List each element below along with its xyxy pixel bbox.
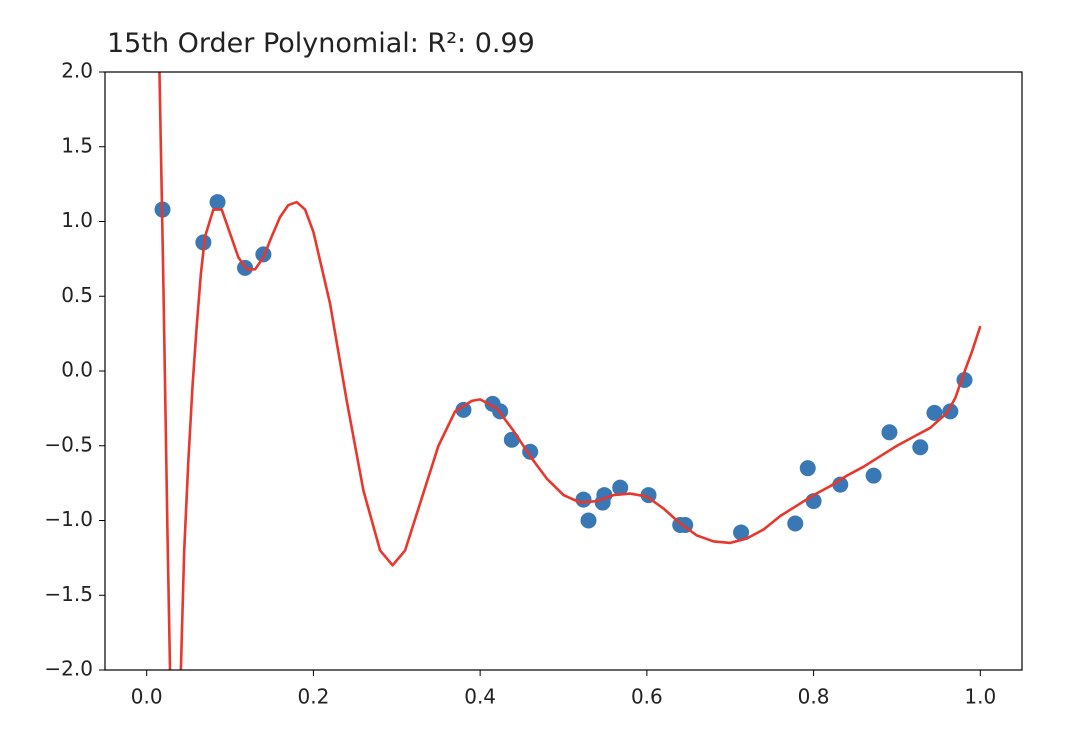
y-tick-label: 0.0: [61, 358, 93, 382]
scatter-point: [575, 491, 592, 508]
y-tick-label: 2.0: [61, 59, 93, 83]
scatter-point: [209, 194, 226, 211]
plot-area: [154, 72, 982, 670]
scatter-point: [733, 524, 750, 541]
x-tick-label: 0.8: [798, 685, 830, 709]
scatter-point: [881, 424, 898, 441]
y-tick-label: 1.0: [61, 208, 93, 232]
scatter-point: [912, 439, 929, 456]
scatter-point: [942, 403, 959, 420]
y-tick-label: 0.5: [61, 283, 93, 307]
y-tick-label: −2.0: [44, 657, 93, 681]
y-tick-label: 1.5: [61, 133, 93, 157]
x-tick-label: 0.4: [464, 685, 496, 709]
scatter-point: [455, 401, 472, 418]
scatter-point: [832, 476, 849, 493]
scatter-point: [926, 404, 943, 421]
scatter-point: [503, 431, 520, 448]
y-tick-label: −1.5: [44, 582, 93, 606]
x-tick-label: 0.2: [298, 685, 330, 709]
x-tick-label: 0.0: [131, 685, 163, 709]
scatter-point: [799, 460, 816, 477]
scatter-point: [522, 443, 539, 460]
scatter-point: [865, 467, 882, 484]
axes-frame: [104, 71, 1023, 671]
x-tick-label: 0.6: [631, 685, 663, 709]
y-tick-label: −1.0: [44, 507, 93, 531]
chart-title: 15th Order Polynomial: R²: 0.99: [107, 28, 535, 59]
fit-line: [158, 72, 982, 670]
x-tick-label: 1.0: [964, 685, 996, 709]
scatter-point: [580, 512, 597, 529]
y-tick-label: −0.5: [44, 432, 93, 456]
scatter-point: [612, 479, 629, 496]
scatter-point: [787, 515, 804, 532]
